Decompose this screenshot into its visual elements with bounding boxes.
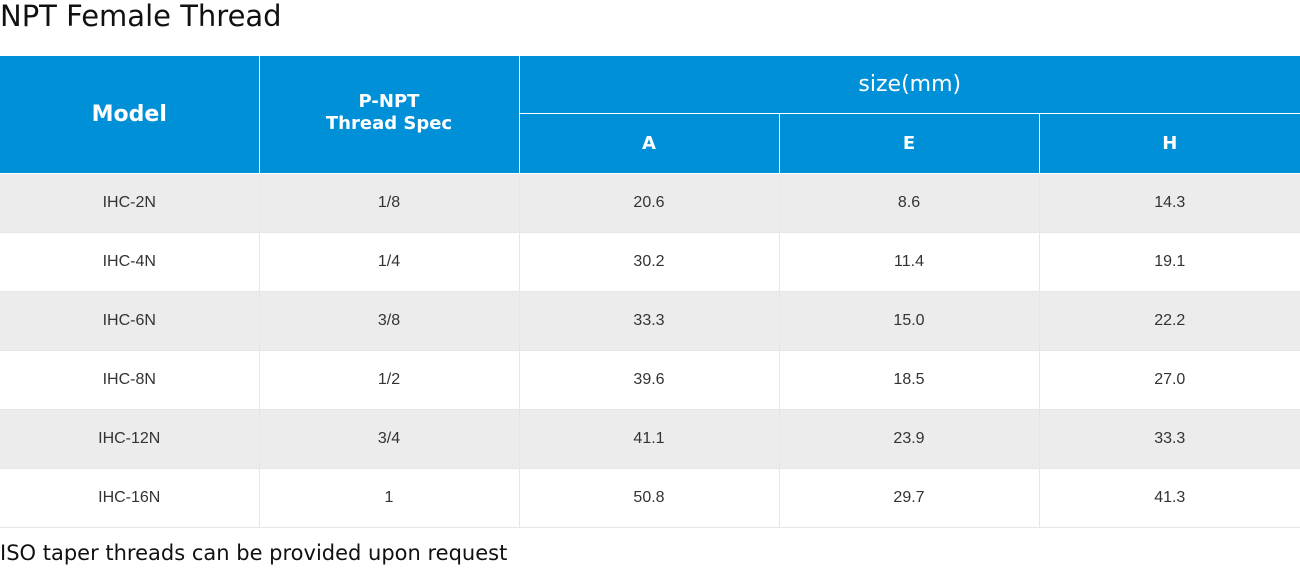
cell-e: 23.9 — [779, 409, 1040, 469]
cell-a: 20.6 — [519, 173, 780, 233]
cell-e: 11.4 — [779, 232, 1040, 292]
cell-h: 22.2 — [1039, 291, 1300, 351]
header-row-sub: A E H — [0, 113, 1300, 174]
header-thread-line1: P-NPT — [358, 90, 420, 112]
cell-e: 18.5 — [779, 350, 1040, 410]
cell-h: 27.0 — [1039, 350, 1300, 410]
cell-h: 19.1 — [1039, 232, 1300, 292]
table-row: IHC-16N 1 50.8 29.7 41.3 — [0, 468, 1300, 528]
header-size-group: size(mm) — [519, 56, 1300, 114]
cell-thread-spec: 1/2 — [259, 350, 520, 410]
cell-e: 15.0 — [779, 291, 1040, 351]
cell-a: 30.2 — [519, 232, 780, 292]
cell-a: 50.8 — [519, 468, 780, 528]
cell-e: 8.6 — [779, 173, 1040, 233]
cell-a: 39.6 — [519, 350, 780, 410]
header-a: A — [519, 113, 780, 174]
header-h: H — [1039, 113, 1300, 174]
cell-thread-spec: 1/4 — [259, 232, 520, 292]
cell-h: 33.3 — [1039, 409, 1300, 469]
cell-model: IHC-6N — [0, 291, 260, 351]
cell-e: 29.7 — [779, 468, 1040, 528]
header-thread-line2: Thread Spec — [325, 112, 453, 134]
cell-thread-spec: 3/8 — [259, 291, 520, 351]
cell-model: IHC-4N — [0, 232, 260, 292]
spec-table: Model P-NPT Thread Spec size(mm) A E H I… — [0, 56, 1300, 528]
page-title: NPT Female Thread — [0, 0, 282, 33]
header-model: Model — [0, 56, 260, 174]
table-header: Model P-NPT Thread Spec size(mm) A E H — [0, 56, 1300, 174]
cell-model: IHC-2N — [0, 173, 260, 233]
cell-a: 33.3 — [519, 291, 780, 351]
footnote: ISO taper threads can be provided upon r… — [0, 541, 508, 565]
table-row: IHC-8N 1/2 39.6 18.5 27.0 — [0, 350, 1300, 410]
table-row: IHC-4N 1/4 30.2 11.4 19.1 — [0, 232, 1300, 292]
header-thread-spec: P-NPT Thread Spec — [259, 56, 520, 174]
cell-h: 41.3 — [1039, 468, 1300, 528]
cell-model: IHC-12N — [0, 409, 260, 469]
table-body: IHC-2N 1/8 20.6 8.6 14.3 IHC-4N 1/4 30.2… — [0, 173, 1300, 528]
table-row: IHC-12N 3/4 41.1 23.9 33.3 — [0, 409, 1300, 469]
header-row-top: Model P-NPT Thread Spec size(mm) — [0, 56, 1300, 174]
table-row: IHC-6N 3/8 33.3 15.0 22.2 — [0, 291, 1300, 351]
cell-thread-spec: 1/8 — [259, 173, 520, 233]
header-e: E — [779, 113, 1040, 174]
table-row: IHC-2N 1/8 20.6 8.6 14.3 — [0, 173, 1300, 233]
cell-model: IHC-16N — [0, 468, 260, 528]
cell-a: 41.1 — [519, 409, 780, 469]
cell-model: IHC-8N — [0, 350, 260, 410]
cell-thread-spec: 1 — [259, 468, 520, 528]
cell-thread-spec: 3/4 — [259, 409, 520, 469]
cell-h: 14.3 — [1039, 173, 1300, 233]
